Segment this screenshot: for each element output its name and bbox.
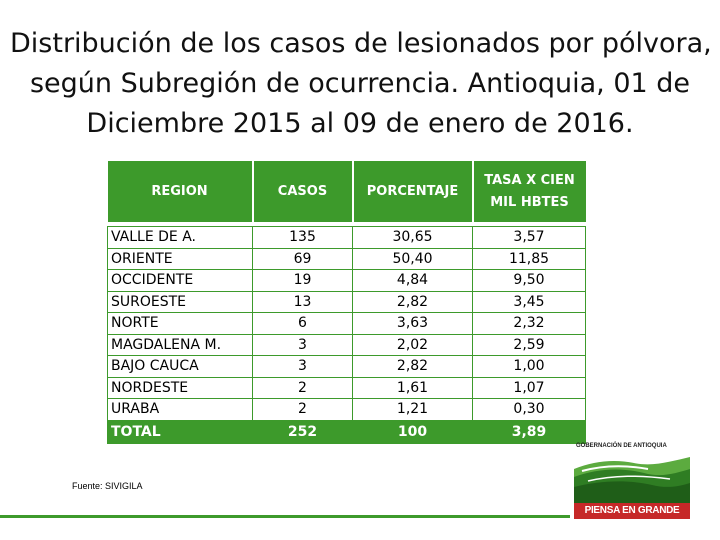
cell-region: SUROESTE bbox=[107, 290, 253, 313]
title-line-1: Distribución de los casos de lesionados … bbox=[10, 28, 712, 59]
cell-tasa: 0,30 bbox=[472, 398, 586, 421]
total-row: TOTAL 252 100 3,89 bbox=[107, 419, 586, 444]
cell-casos: 6 bbox=[252, 312, 353, 335]
total-region: TOTAL bbox=[107, 419, 253, 444]
cell-porcentaje: 50,40 bbox=[352, 247, 473, 270]
cell-casos: 69 bbox=[252, 247, 353, 270]
cell-region: VALLE DE A. bbox=[107, 226, 253, 249]
table-row: NORTE 6 3,63 2,32 bbox=[107, 312, 586, 335]
cell-porcentaje: 4,84 bbox=[352, 269, 473, 292]
cell-region: NORTE bbox=[107, 312, 253, 335]
table-row: OCCIDENTE 19 4,84 9,50 bbox=[107, 269, 586, 292]
cell-region: MAGDALENA M. bbox=[107, 333, 253, 356]
total-casos: 252 bbox=[252, 419, 353, 444]
table-row: VALLE DE A. 135 30,65 3,57 bbox=[107, 226, 586, 249]
cell-porcentaje: 1,21 bbox=[352, 398, 473, 421]
cell-region: NORDESTE bbox=[107, 376, 253, 399]
cell-region: ORIENTE bbox=[107, 247, 253, 270]
gobernacion-logo: GOBERNACIÓN DE ANTIOQUIA PIENSA EN GRAND… bbox=[574, 443, 692, 521]
cell-porcentaje: 3,63 bbox=[352, 312, 473, 335]
table-row: BAJO CAUCA 3 2,82 1,00 bbox=[107, 355, 586, 378]
footer-divider bbox=[0, 515, 570, 518]
logo-landscape-icon bbox=[574, 451, 690, 503]
header-tasa-line-1: TASA X CIEN bbox=[484, 172, 575, 188]
cell-porcentaje: 2,02 bbox=[352, 333, 473, 356]
cell-casos: 2 bbox=[252, 398, 353, 421]
cell-tasa: 3,57 bbox=[472, 226, 586, 249]
cell-region: URABA bbox=[107, 398, 253, 421]
cell-tasa: 2,59 bbox=[472, 333, 586, 356]
table-row: SUROESTE 13 2,82 3,45 bbox=[107, 290, 586, 313]
cell-tasa: 2,32 bbox=[472, 312, 586, 335]
cell-porcentaje: 1,61 bbox=[352, 376, 473, 399]
title-line-3: Diciembre 2015 al 09 de enero de 2016. bbox=[86, 108, 634, 139]
header-tasa-line-2: MIL HBTES bbox=[490, 194, 569, 210]
total-tasa: 3,89 bbox=[472, 419, 586, 444]
header-region: REGION bbox=[107, 161, 254, 222]
cell-casos: 2 bbox=[252, 376, 353, 399]
cell-tasa: 3,45 bbox=[472, 290, 586, 313]
slide-title: Distribución de los casos de lesionados … bbox=[10, 24, 712, 144]
cell-region: BAJO CAUCA bbox=[107, 355, 253, 378]
table-row: ORIENTE 69 50,40 11,85 bbox=[107, 247, 586, 270]
cell-tasa: 11,85 bbox=[472, 247, 586, 270]
header-porcentaje: PORCENTAJE bbox=[352, 161, 474, 222]
cell-porcentaje: 2,82 bbox=[352, 355, 473, 378]
logo-org-name: GOBERNACIÓN DE ANTIOQUIA bbox=[576, 443, 667, 449]
header-spacer bbox=[107, 222, 586, 227]
cell-porcentaje: 2,82 bbox=[352, 290, 473, 313]
header-tasa: TASA X CIEN MIL HBTES bbox=[472, 161, 586, 222]
total-porcentaje: 100 bbox=[352, 419, 473, 444]
table-row: NORDESTE 2 1,61 1,07 bbox=[107, 376, 586, 399]
cell-porcentaje: 30,65 bbox=[352, 226, 473, 249]
cell-region: OCCIDENTE bbox=[107, 269, 253, 292]
source-note: Fuente: SIVIGILA bbox=[72, 481, 143, 491]
cell-tasa: 1,07 bbox=[472, 376, 586, 399]
cell-casos: 3 bbox=[252, 333, 353, 356]
header-casos: CASOS bbox=[252, 161, 354, 222]
table-header-row: REGION CASOS PORCENTAJE TASA X CIEN MIL … bbox=[107, 161, 586, 222]
cell-casos: 3 bbox=[252, 355, 353, 378]
cell-tasa: 9,50 bbox=[472, 269, 586, 292]
table-row: URABA 2 1,21 0,30 bbox=[107, 398, 586, 421]
cell-casos: 19 bbox=[252, 269, 353, 292]
table-row: MAGDALENA M. 3 2,02 2,59 bbox=[107, 333, 586, 356]
title-line-2: según Subregión de ocurrencia. Antioquia… bbox=[29, 68, 691, 99]
logo-slogan: PIENSA EN GRANDE bbox=[574, 503, 690, 519]
cell-casos: 135 bbox=[252, 226, 353, 249]
cell-casos: 13 bbox=[252, 290, 353, 313]
cell-tasa: 1,00 bbox=[472, 355, 586, 378]
region-cases-table: REGION CASOS PORCENTAJE TASA X CIEN MIL … bbox=[107, 161, 586, 444]
